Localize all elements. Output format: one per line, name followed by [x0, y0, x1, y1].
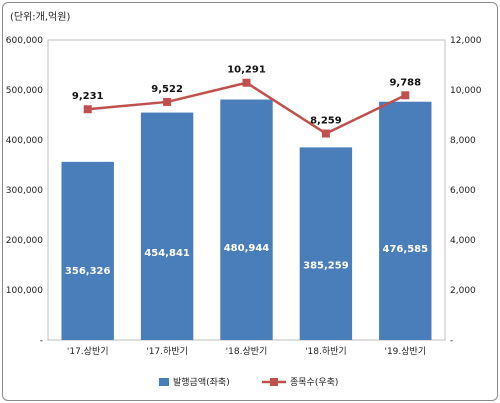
legend-line-marker: [270, 378, 278, 386]
bar: [379, 101, 432, 341]
left-tick-label: 500,000: [6, 86, 43, 96]
line-marker: [401, 91, 410, 100]
line-series: [83, 78, 410, 138]
legend-bar-label: 발행금액(좌축): [173, 376, 230, 388]
bar: [220, 99, 273, 340]
line-data-labels: 9,231 9,522 10,291 8,259 9,788: [72, 65, 421, 127]
line-data-label: 8,259: [310, 116, 342, 127]
left-tick-label: 600,000: [6, 36, 43, 46]
line-data-label: 9,522: [151, 84, 183, 95]
right-tick-label: 10,000: [450, 86, 482, 96]
line-data-label: 9,231: [72, 91, 104, 102]
bar-data-label: 385,259: [303, 261, 349, 272]
right-tick-label: 8,000: [450, 136, 476, 146]
left-tick-label: 100,000: [6, 286, 43, 296]
right-tick-label: 4,000: [450, 236, 476, 246]
left-tick-label: -: [40, 336, 43, 346]
left-tick-label: 400,000: [6, 136, 43, 146]
right-tick-label: 12,000: [450, 36, 482, 46]
legend: 발행금액(좌축) 종목수(우축): [159, 376, 338, 388]
bar: [61, 161, 114, 340]
bar-data-label: 454,841: [144, 248, 190, 259]
right-tick-label: -: [450, 336, 453, 346]
line-data-label: 9,788: [389, 77, 421, 88]
line-marker: [163, 97, 172, 106]
bar-data-labels: 356,326 454,841 480,944 385,259 476,585: [65, 243, 428, 277]
right-axis: - 2,000 4,000 6,000 8,000 10,000 12,000: [450, 36, 482, 346]
line-marker: [83, 105, 92, 114]
legend-line-label: 종목수(우축): [290, 377, 338, 388]
category-label: '18.상반기: [226, 346, 268, 357]
category-axis: '17.상반기 '17.하반기 '18.상반기 '18.하반기 '19.상반기: [67, 346, 426, 357]
left-axis: - 100,000 200,000 300,000 400,000 500,000 600,…: [6, 36, 43, 346]
bar: [140, 112, 194, 340]
bar-data-label: 476,585: [383, 244, 429, 255]
line-marker: [321, 129, 330, 138]
line-data-label: 10,291: [227, 65, 266, 76]
right-tick-label: 2,000: [450, 286, 476, 296]
category-label: '19.상반기: [384, 346, 426, 357]
bar-data-label: 480,944: [224, 243, 270, 254]
bar-series: [61, 99, 432, 341]
left-tick-label: 200,000: [6, 236, 43, 246]
unit-note: (단위:개,억원): [10, 12, 71, 23]
legend-bar-swatch: [159, 378, 169, 386]
category-label: '17.하반기: [146, 346, 188, 357]
bar: [299, 147, 353, 340]
line-marker: [242, 78, 251, 87]
category-label: '17.상반기: [67, 346, 109, 357]
category-label: '18.하반기: [305, 346, 347, 357]
left-tick-label: 300,000: [6, 186, 43, 196]
bar-data-label: 356,326: [65, 266, 111, 277]
right-tick-label: 6,000: [450, 186, 476, 196]
